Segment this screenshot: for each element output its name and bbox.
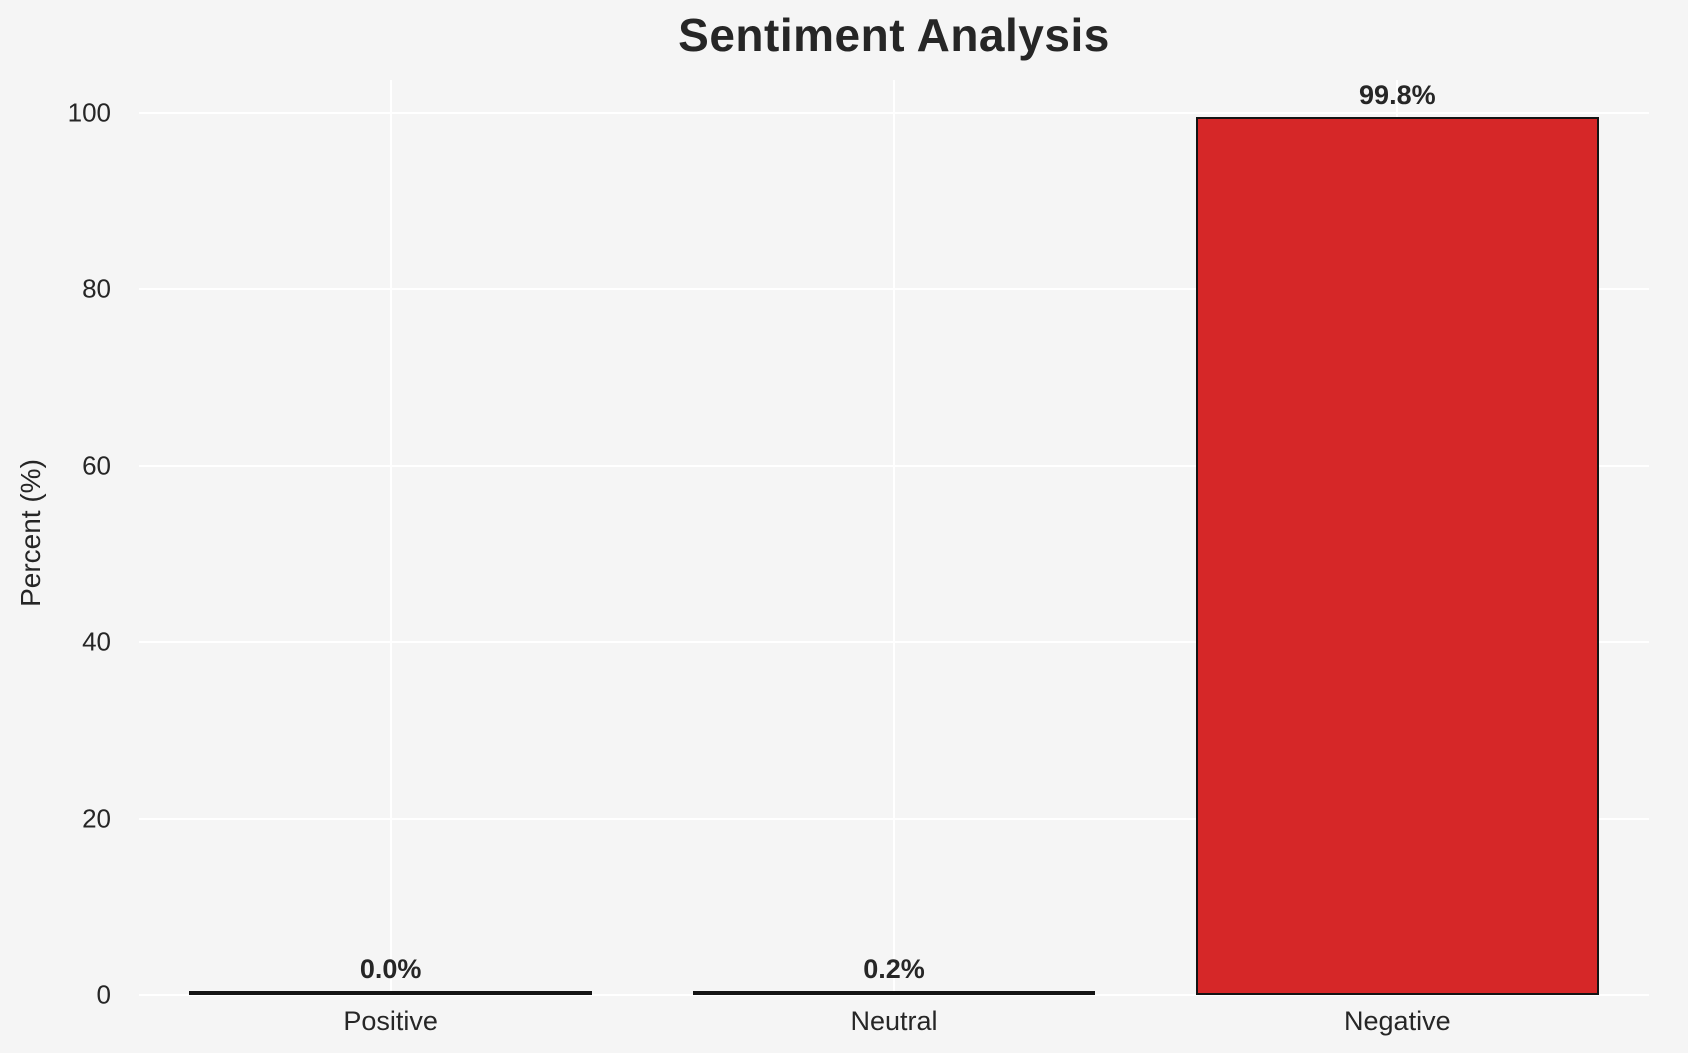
xtick-label-neutral: Neutral [850, 1006, 938, 1036]
gridline-x-positive [389, 80, 392, 995]
y-axis-label: Percent (%) [15, 459, 46, 607]
bar-neutral [692, 991, 1096, 995]
xtick-label-negative: Negative [1344, 1006, 1451, 1036]
ytick-label-0: 0 [96, 979, 111, 1010]
bar-positive [189, 991, 592, 995]
plot-area: 0 20 40 60 80 100 0.0% Positive 0.2% Neutral 99.8%… [68, 80, 1649, 1036]
bar-value-label-neutral: 0.2% [863, 954, 925, 984]
ytick-label-40: 40 [82, 626, 111, 657]
gridline-x-neutral [893, 80, 895, 995]
bar-group-neutral: 0.2% [642, 80, 1145, 995]
bar-value-label-positive: 0.0% [359, 954, 422, 984]
bar-negative [1195, 117, 1599, 995]
bar-group-negative: 99.8% [1146, 80, 1649, 995]
ytick-label-60: 60 [82, 450, 111, 481]
chart-title: Sentiment Analysis [678, 9, 1110, 61]
ytick-label-20: 20 [82, 803, 111, 834]
ytick-label-100: 100 [67, 97, 111, 128]
gridline-y-0 [139, 994, 1649, 996]
xtick-label-positive: Positive [343, 1006, 438, 1036]
bar-value-label-negative: 99.8% [1359, 80, 1436, 110]
bar-group-positive: 0.0% [139, 80, 642, 995]
ytick-label-80: 80 [82, 273, 111, 304]
